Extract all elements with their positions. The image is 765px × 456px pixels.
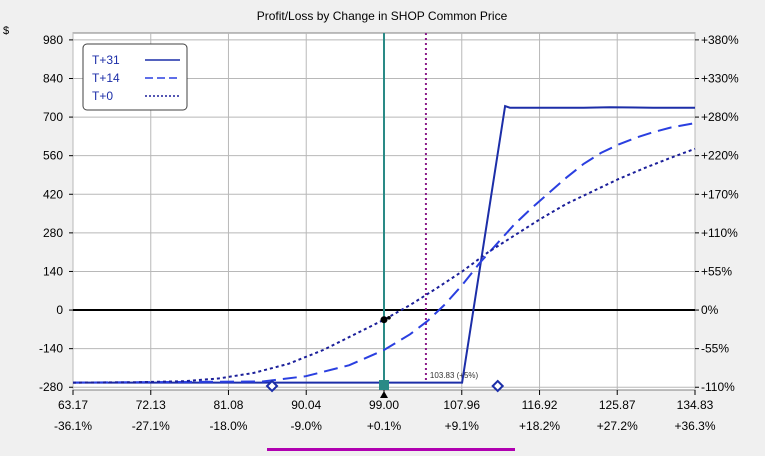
y-right-tick-label: +330% [701, 71, 739, 85]
y-tick-label: 0 [56, 303, 63, 317]
x-tick-label: 99.00 [369, 398, 399, 412]
y-tick-label: 560 [43, 149, 63, 163]
target-price-label: 103.83 (+5%) [430, 371, 479, 380]
current-price-square-marker[interactable] [379, 380, 389, 390]
y-right-tick-label: -55% [701, 342, 729, 356]
series-line-t0 [72, 147, 696, 384]
breakeven-marker[interactable] [491, 379, 505, 393]
y-right-tick-label: -110% [701, 380, 735, 394]
y-tick-label: -280 [39, 380, 63, 394]
breakeven-marker[interactable] [265, 379, 279, 393]
x-tick-label: 107.96 [443, 398, 480, 412]
current-pnl-dot [380, 316, 388, 324]
x-pct-label: -18.0% [209, 419, 247, 433]
y-tick-label: 980 [43, 33, 63, 47]
x-pct-label: +9.1% [445, 419, 480, 433]
x-tick-label: 72.13 [136, 398, 166, 412]
y-right-tick-label: +55% [701, 264, 732, 278]
series-line-t14 [72, 122, 696, 384]
current-price-triangle-marker[interactable] [380, 391, 388, 398]
y-tick-label: 140 [43, 264, 63, 278]
y-tick-label: 280 [43, 226, 63, 240]
y-right-tick-label: +110% [701, 226, 738, 240]
y-tick-label: 840 [43, 71, 63, 85]
x-pct-label: +18.2% [519, 419, 560, 433]
x-pct-label: +36.3% [674, 419, 715, 433]
series-line-t31 [73, 104, 695, 384]
legend-label-t14: T+14 [92, 71, 120, 85]
x-pct-label: -9.0% [291, 419, 323, 433]
chart-title: Profit/Loss by Change in SHOP Common Pri… [257, 9, 508, 23]
x-tick-label: 63.17 [58, 398, 88, 412]
x-tick-label: 125.87 [599, 398, 636, 412]
y-right-tick-label: +220% [701, 149, 739, 163]
x-tick-label: 81.08 [213, 398, 243, 412]
x-tick-label: 116.92 [522, 398, 558, 412]
x-tick-label: 90.04 [291, 398, 321, 412]
y-tick-label: 700 [43, 110, 63, 124]
y-right-tick-label: 0% [701, 303, 719, 317]
current-pnl-dot-small [387, 315, 391, 320]
horizontal-scrollbar[interactable] [267, 448, 515, 451]
x-pct-label: +0.1% [367, 419, 402, 433]
y-right-tick-label: +280% [701, 110, 739, 124]
x-pct-label: -27.1% [132, 419, 170, 433]
x-tick-label: 134.83 [677, 398, 714, 412]
y-tick-label: 420 [43, 187, 63, 201]
y-right-tick-label: +170% [701, 187, 739, 201]
y-axis-unit-label: $ [3, 25, 9, 37]
y-right-tick-label: +380% [701, 33, 739, 47]
y-tick-label: -140 [39, 342, 63, 356]
legend-label-t0: T+0 [92, 89, 113, 103]
x-pct-label: -36.1% [54, 419, 92, 433]
legend: T+31 T+14 T+0 [82, 43, 188, 111]
x-pct-label: +27.2% [597, 419, 638, 433]
legend-label-t31: T+31 [92, 53, 120, 67]
